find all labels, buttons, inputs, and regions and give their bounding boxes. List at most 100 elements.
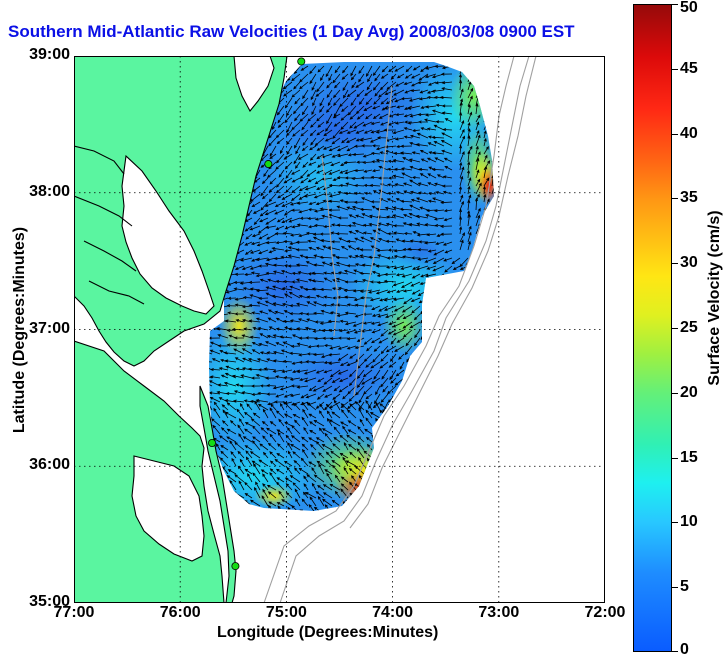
velocity-arrow: [387, 248, 397, 252]
velocity-arrow: [425, 273, 437, 278]
velocity-arrow: [304, 255, 317, 259]
velocity-arrow: [487, 458, 493, 467]
velocity-arrow: [215, 443, 221, 451]
velocity-arrow: [484, 393, 493, 399]
velocity-arrow: [490, 240, 494, 251]
velocity-arrow: [294, 161, 301, 169]
velocity-arrow: [461, 329, 469, 340]
velocity-arrow: [365, 417, 373, 427]
velocity-arrow: [467, 425, 477, 435]
velocity-arrow: [478, 466, 485, 475]
velocity-arrow: [427, 448, 437, 459]
velocity-arrow: [417, 248, 429, 252]
velocity-arrow: [328, 183, 341, 187]
velocity-arrow: [289, 304, 301, 308]
velocity-arrow: [403, 232, 413, 236]
velocity-arrow: [234, 357, 245, 363]
velocity-arrow: [286, 121, 293, 133]
velocity-arrow: [319, 403, 325, 411]
velocity-arrow: [470, 474, 477, 483]
velocity-arrow: [344, 295, 357, 299]
velocity-arrow: [277, 431, 285, 443]
velocity-arrow: [426, 505, 437, 511]
velocity-arrow: [268, 137, 277, 147]
velocity-arrow: [373, 369, 381, 380]
velocity-arrow: [238, 433, 245, 443]
velocity-arrow: [421, 425, 429, 435]
velocity-arrow: [395, 81, 405, 87]
velocity-arrow: [409, 179, 421, 187]
velocity-arrow: [249, 451, 261, 459]
velocity-arrow: [260, 201, 269, 211]
velocity-arrow: [333, 385, 341, 392]
velocity-arrow: [434, 475, 445, 483]
velocity-arrow: [413, 458, 421, 467]
velocity-arrow: [346, 303, 357, 307]
velocity-arrow: [353, 121, 365, 129]
velocity-arrow: [346, 264, 357, 268]
velocity-arrow: [286, 145, 293, 155]
velocity-arrow: [346, 239, 357, 243]
velocity-arrow: [412, 265, 421, 270]
velocity-arrow: [350, 65, 357, 77]
velocity-arrow: [500, 127, 504, 138]
velocity-arrow: [403, 127, 413, 131]
velocity-arrow: [327, 97, 333, 107]
velocity-arrow: [327, 246, 341, 251]
velocity-arrow: [329, 262, 341, 267]
velocity-arrow: [334, 65, 341, 74]
velocity-arrow: [458, 73, 462, 83]
velocity-map[interactable]: [74, 56, 605, 603]
velocity-arrow: [224, 359, 237, 363]
velocity-arrow: [313, 193, 325, 199]
velocity-arrow: [213, 407, 221, 419]
velocity-arrow: [239, 403, 245, 411]
velocity-arrow: [500, 231, 506, 242]
velocity-arrow: [423, 241, 437, 245]
velocity-arrow: [244, 445, 253, 451]
velocity-arrow: [302, 89, 309, 100]
velocity-arrow: [244, 422, 253, 427]
velocity-arrow: [346, 206, 357, 211]
velocity-arrow: [483, 165, 488, 179]
velocity-arrow: [485, 403, 493, 411]
velocity-arrow: [449, 500, 461, 507]
velocity-arrow: [227, 296, 237, 300]
velocity-arrow: [326, 81, 333, 89]
velocity-arrow: [209, 344, 213, 349]
velocity-arrow: [471, 419, 477, 427]
velocity-arrow: [488, 297, 493, 306]
velocity-arrow: [359, 248, 373, 252]
velocity-arrow: [220, 450, 229, 459]
velocity-arrow: [380, 353, 389, 362]
velocity-arrow: [393, 224, 405, 228]
velocity-arrow: [453, 461, 461, 467]
velocity-arrow: [362, 223, 373, 227]
colorbar: [633, 4, 672, 652]
velocity-arrow: [232, 399, 245, 403]
velocity-arrow: [384, 89, 397, 95]
velocity-arrow: [425, 393, 437, 402]
velocity-arrow: [469, 508, 477, 511]
velocity-arrow: [370, 129, 381, 134]
velocity-arrow: [348, 214, 357, 219]
velocity-arrow: [275, 342, 285, 347]
velocity-arrow: [353, 200, 365, 204]
velocity-arrow: [331, 499, 341, 507]
velocity-arrow: [443, 457, 453, 467]
velocity-arrow: [341, 73, 349, 80]
velocity-arrow: [252, 472, 261, 483]
velocity-arrow: [402, 289, 413, 293]
velocity-arrow: [467, 451, 477, 459]
velocity-arrow: [289, 312, 301, 316]
velocity-arrow: [269, 145, 277, 157]
velocity-arrow: [292, 482, 301, 491]
velocity-arrow: [433, 249, 445, 256]
velocity-arrow: [369, 183, 381, 188]
velocity-arrow: [276, 429, 285, 435]
velocity-arrow: [441, 149, 453, 155]
velocity-arrow: [210, 418, 221, 427]
velocity-arrow: [476, 345, 485, 356]
velocity-arrow: [316, 460, 325, 467]
velocity-arrow: [380, 493, 389, 499]
